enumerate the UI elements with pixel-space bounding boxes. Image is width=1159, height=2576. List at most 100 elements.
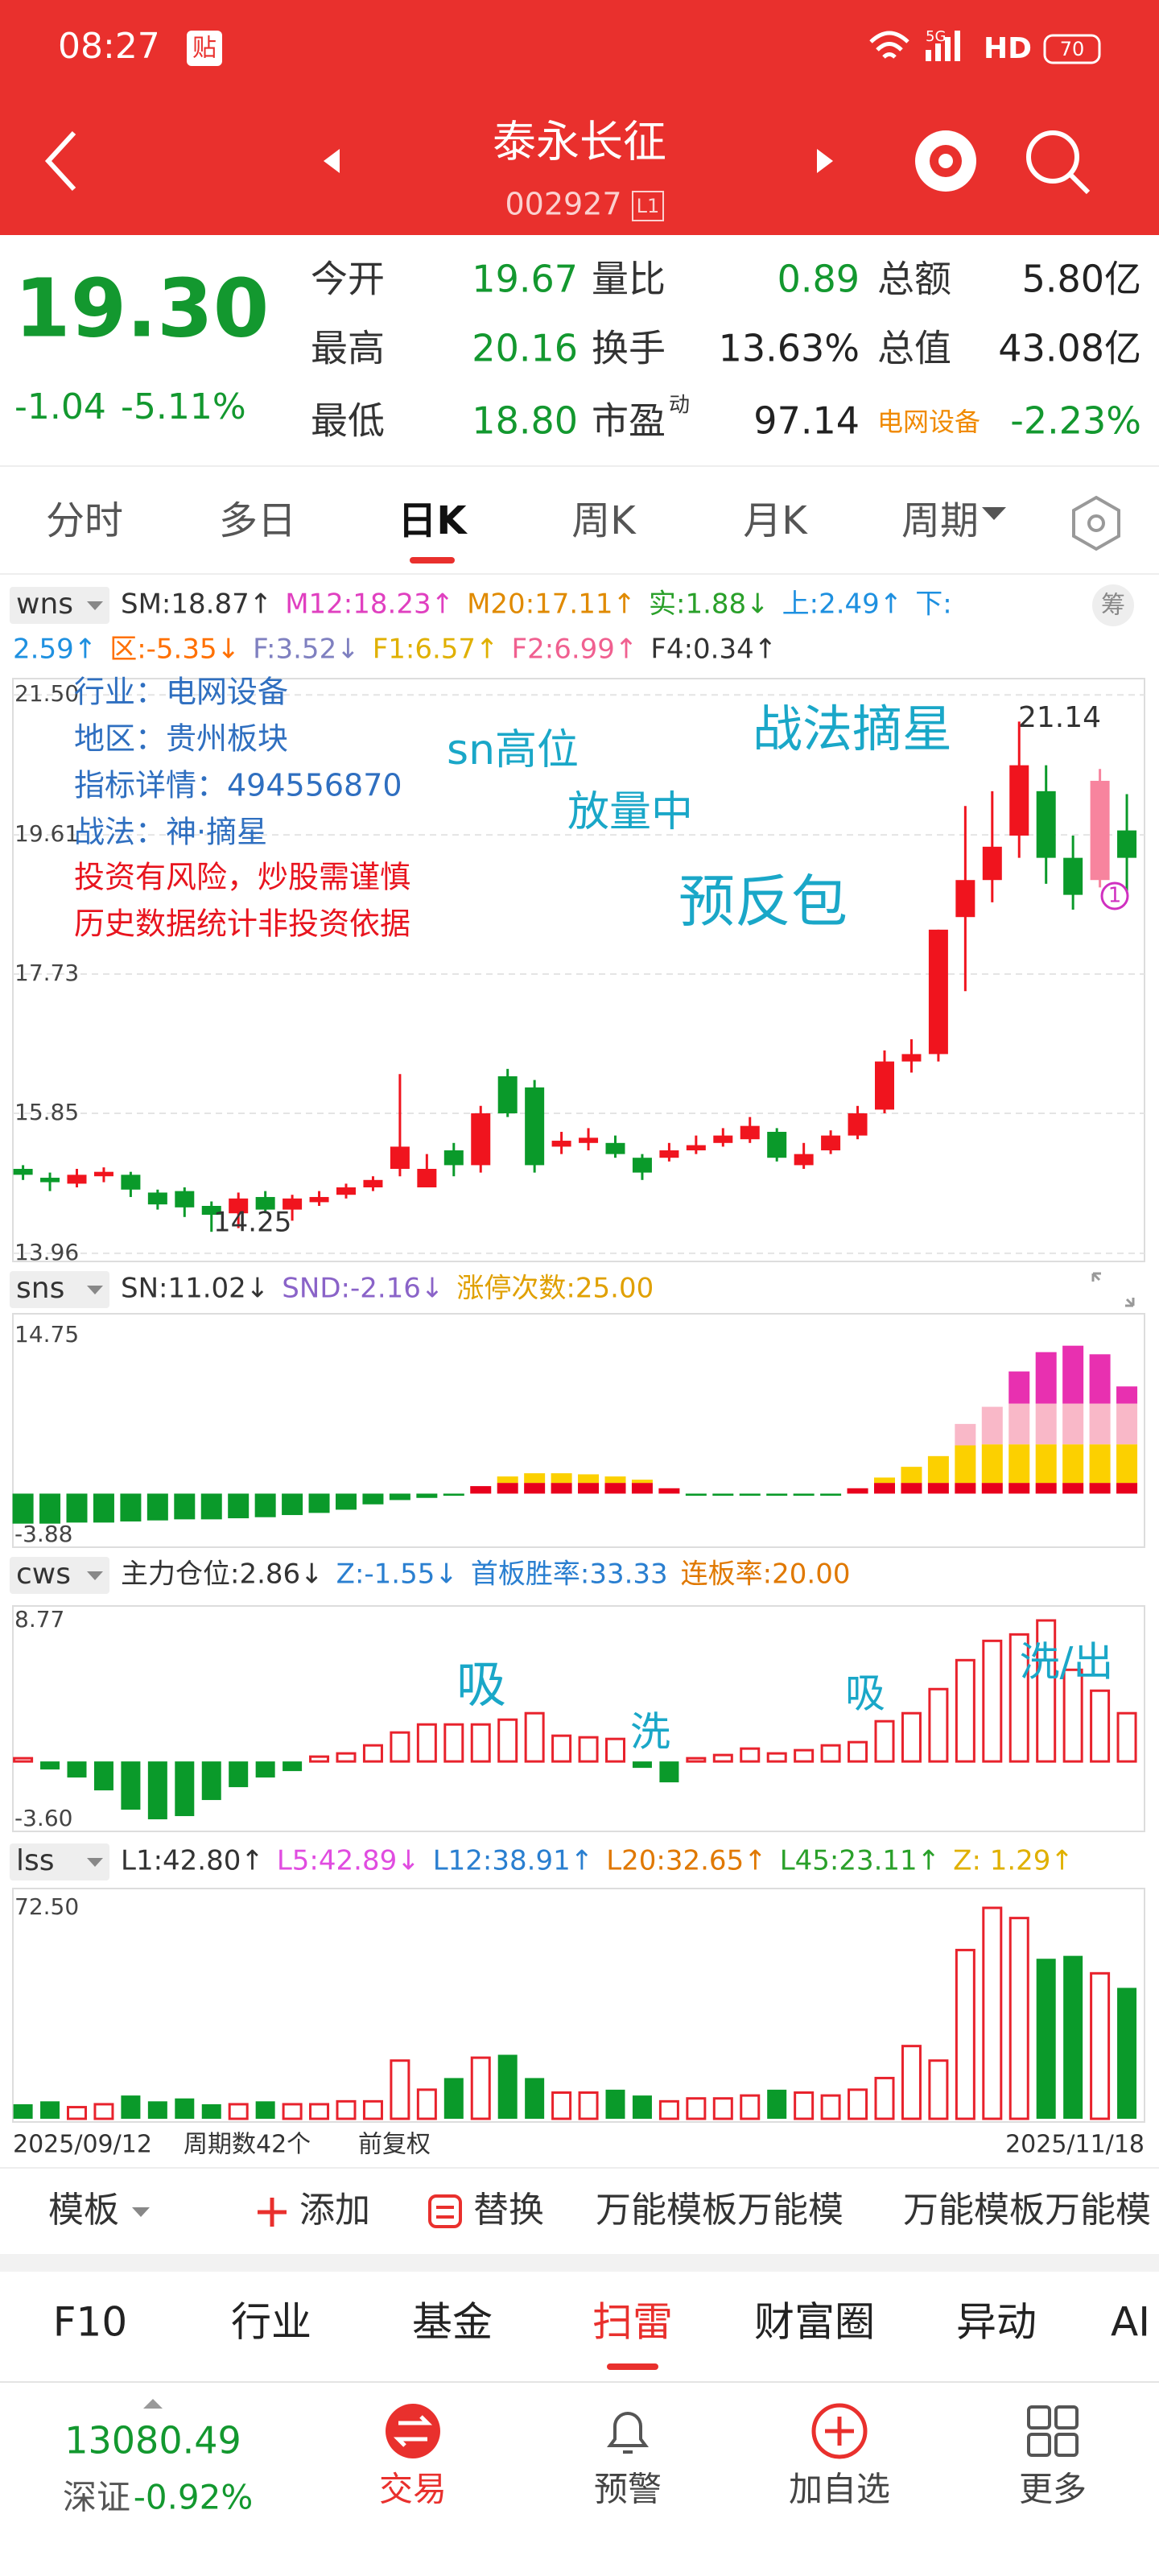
index-value[interactable]: 13080.49 bbox=[64, 2419, 241, 2462]
bar-segment bbox=[1116, 1403, 1138, 1445]
chart-annotation: 21.14 bbox=[1018, 701, 1101, 734]
info-tab[interactable]: 财富圈 bbox=[754, 2299, 875, 2346]
signal-bar bbox=[926, 50, 931, 61]
bar-segment bbox=[1008, 1483, 1030, 1494]
candle-body bbox=[67, 1174, 87, 1184]
bar-segment bbox=[551, 1473, 572, 1484]
more-icon bbox=[1054, 2405, 1079, 2429]
info-tab[interactable]: AI bbox=[1111, 2299, 1150, 2346]
chart-tab[interactable]: 周K bbox=[571, 498, 637, 543]
price-change-pct: -5.11% bbox=[121, 386, 246, 427]
bar bbox=[229, 1761, 249, 1788]
bar bbox=[67, 1761, 87, 1778]
bar-segment bbox=[1008, 1444, 1030, 1484]
volume-bar bbox=[40, 2101, 60, 2120]
dropdown-arrow bbox=[87, 601, 103, 610]
volume-bar bbox=[848, 2088, 868, 2120]
bar bbox=[901, 1711, 922, 1763]
field-label: 电网设备 bbox=[877, 407, 980, 437]
bar bbox=[794, 1748, 815, 1763]
bar-segment bbox=[793, 1493, 815, 1496]
volume-bar bbox=[740, 2094, 761, 2120]
next-stock[interactable] bbox=[817, 149, 833, 173]
bar-segment bbox=[1062, 1345, 1084, 1404]
volume-bar bbox=[93, 2103, 114, 2120]
back-button[interactable] bbox=[44, 130, 76, 192]
bar-segment bbox=[1035, 1444, 1057, 1484]
replace-icon bbox=[428, 2194, 462, 2228]
candle-body bbox=[551, 1141, 571, 1147]
chart-tab[interactable]: 分时 bbox=[46, 498, 123, 543]
prev-stock[interactable] bbox=[324, 149, 340, 173]
volume-bar bbox=[525, 2078, 545, 2120]
stock-name: 泰永长征 bbox=[493, 117, 666, 167]
more-icon bbox=[1054, 2433, 1079, 2457]
bar-segment bbox=[874, 1477, 895, 1484]
bar-segment bbox=[685, 1493, 707, 1496]
template-button[interactable]: 模板 bbox=[48, 2190, 119, 2231]
period-count: 周期数42个 bbox=[184, 2131, 311, 2159]
search-icon[interactable] bbox=[1026, 130, 1079, 184]
badge-box bbox=[187, 31, 222, 66]
bar-segment bbox=[1089, 1403, 1111, 1445]
indicator-selector[interactable] bbox=[10, 587, 109, 624]
info-tab[interactable]: 异动 bbox=[956, 2299, 1037, 2346]
bar-segment bbox=[927, 1455, 949, 1484]
nav-item[interactable]: 预警 bbox=[594, 2470, 662, 2509]
candle-body bbox=[955, 880, 975, 918]
wifi-icon bbox=[869, 31, 909, 59]
y-tick-label: -3.60 bbox=[14, 1805, 72, 1831]
field-label: 市盈 bbox=[592, 399, 666, 443]
chart-tab[interactable]: 多日 bbox=[219, 498, 296, 543]
indicator-selector[interactable] bbox=[10, 1843, 109, 1880]
indicator-selector[interactable] bbox=[10, 1557, 109, 1594]
info-tab[interactable]: 行业 bbox=[231, 2299, 311, 2346]
bar-segment bbox=[1089, 1354, 1111, 1404]
candle-body bbox=[1036, 791, 1056, 858]
tab-underline bbox=[410, 557, 455, 564]
nav-item[interactable]: 更多 bbox=[1019, 2470, 1087, 2509]
bar bbox=[497, 1718, 518, 1763]
info-tab[interactable]: 基金 bbox=[412, 2299, 493, 2346]
indicator-value: M12:18.23↑ bbox=[285, 588, 454, 621]
replace-button[interactable]: 替换 bbox=[473, 2190, 544, 2231]
bar bbox=[121, 1761, 141, 1810]
divider bbox=[0, 2381, 1159, 2383]
trade-icon bbox=[386, 2404, 440, 2458]
expand-icon[interactable] bbox=[1091, 1272, 1135, 1307]
chart-tab[interactable]: 日K bbox=[398, 498, 468, 543]
bar bbox=[147, 1761, 167, 1820]
bar bbox=[470, 1723, 491, 1763]
volume-bar bbox=[767, 2089, 787, 2120]
bar-segment bbox=[174, 1493, 196, 1520]
settings-icon[interactable] bbox=[1072, 495, 1120, 551]
bar bbox=[551, 1734, 572, 1763]
dropdown-arrow bbox=[87, 1571, 103, 1580]
volume-bar bbox=[175, 2098, 195, 2120]
field-label-sup: 动 bbox=[669, 394, 690, 418]
volume-bar bbox=[1090, 1971, 1111, 2120]
network-label: 5G bbox=[926, 28, 946, 45]
info-tab[interactable]: 扫雷 bbox=[592, 2299, 673, 2346]
info-tab[interactable]: F10 bbox=[53, 2299, 127, 2346]
candle-body bbox=[147, 1192, 167, 1205]
bar bbox=[336, 1752, 357, 1763]
axis-start-date: 2025/09/12 bbox=[13, 2131, 152, 2159]
template-item[interactable]: 万能模板万能模 bbox=[903, 2190, 1151, 2231]
add-button[interactable]: 添加 bbox=[299, 2190, 370, 2231]
chart-tab[interactable]: 周期 bbox=[901, 498, 979, 543]
index-arrow bbox=[143, 2399, 163, 2409]
chart-tab[interactable]: 月K bbox=[743, 498, 808, 543]
template-item[interactable]: 万能模板万能模 bbox=[596, 2190, 843, 2231]
indicator-value: Z:-1.55↓ bbox=[336, 1558, 458, 1591]
nav-item[interactable]: 交易 bbox=[379, 2470, 447, 2509]
nav-item[interactable]: 加自选 bbox=[789, 2470, 890, 2509]
indicator-value: L20:32.65↑ bbox=[606, 1845, 766, 1877]
price-change: -1.04 bbox=[14, 386, 106, 427]
last-price: 19.30 bbox=[14, 261, 269, 355]
signal-bar bbox=[945, 37, 951, 61]
indicator-selector[interactable] bbox=[10, 1271, 109, 1308]
bar-segment bbox=[578, 1474, 600, 1484]
bar bbox=[1116, 1711, 1137, 1763]
chip-button[interactable] bbox=[1092, 584, 1134, 626]
